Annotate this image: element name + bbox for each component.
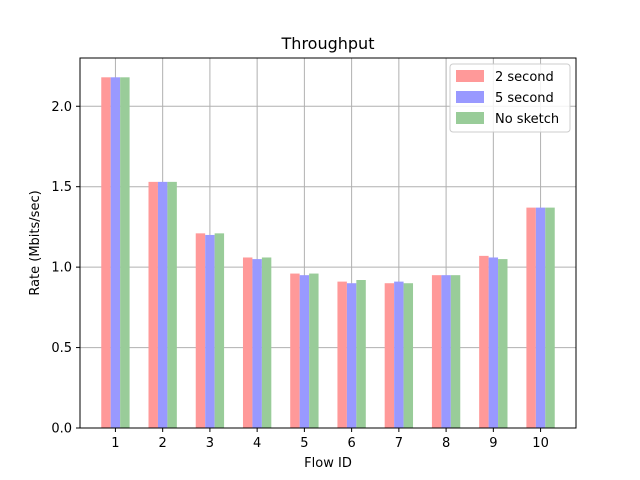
bar-5-second bbox=[110, 77, 121, 428]
bar-no-sketch bbox=[261, 257, 272, 428]
y-axis-label: Rate (Mbits/sec) bbox=[28, 190, 43, 295]
x-tick-label: 8 bbox=[442, 436, 450, 451]
bar-2-second bbox=[337, 281, 347, 428]
bar-5-second bbox=[394, 281, 404, 428]
bar-2-second bbox=[384, 283, 395, 428]
y-tick-label: 0.5 bbox=[51, 341, 72, 356]
x-tick-label: 10 bbox=[532, 436, 549, 451]
bar-2-second bbox=[479, 255, 489, 428]
bar-2-second bbox=[290, 273, 300, 428]
bar-5-second bbox=[157, 181, 168, 428]
bars bbox=[101, 77, 555, 428]
bar-2-second bbox=[242, 257, 253, 428]
y-tick-label: 1.0 bbox=[51, 261, 72, 276]
plot-frame bbox=[79, 57, 577, 429]
x-tick-label: 1 bbox=[111, 436, 119, 451]
bar-2-second bbox=[526, 207, 536, 428]
legend-swatch bbox=[456, 70, 484, 82]
x-tick-label: 5 bbox=[300, 436, 308, 451]
x-axis-label: Flow ID bbox=[304, 456, 352, 471]
legend-label: No sketch bbox=[495, 112, 559, 127]
x-tick-label: 2 bbox=[159, 436, 167, 451]
bar-no-sketch bbox=[356, 280, 366, 428]
bar-2-second bbox=[431, 275, 442, 428]
bar-no-sketch bbox=[545, 207, 555, 428]
bar-no-sketch bbox=[214, 233, 225, 428]
y-tick-label: 1.5 bbox=[51, 180, 72, 195]
bar-5-second bbox=[252, 259, 262, 428]
x-tick-label: 4 bbox=[253, 436, 261, 451]
bar-5-second bbox=[535, 207, 546, 428]
y-tick-label: 0.0 bbox=[51, 422, 72, 437]
y-tick-label: 2.0 bbox=[51, 100, 72, 115]
chart-title: Throughput bbox=[281, 34, 375, 53]
bar-2-second bbox=[195, 233, 206, 428]
x-tick-label: 6 bbox=[347, 436, 355, 451]
bar-no-sketch bbox=[403, 283, 414, 428]
bar-no-sketch bbox=[120, 77, 130, 428]
bar-no-sketch bbox=[450, 275, 461, 428]
x-tick-label: 3 bbox=[206, 436, 214, 451]
bar-5-second bbox=[441, 275, 451, 428]
bar-2-second bbox=[101, 77, 111, 428]
legend-swatch bbox=[456, 91, 484, 103]
x-tick-label: 7 bbox=[395, 436, 403, 451]
x-tick-label: 9 bbox=[489, 436, 497, 451]
bar-no-sketch bbox=[498, 259, 508, 428]
bar-5-second bbox=[205, 234, 215, 428]
bar-5-second bbox=[488, 257, 499, 428]
legend-label: 2 second bbox=[495, 70, 554, 85]
axis-ticks: 1 2 3 4 5 6 7 8 9 10 0.0 0.5 1.0 1.5 2.0 bbox=[51, 100, 549, 451]
bar-2-second bbox=[148, 181, 158, 428]
bar-5-second bbox=[346, 283, 357, 428]
bar-5-second bbox=[299, 275, 310, 428]
bar-no-sketch bbox=[167, 181, 177, 428]
bar-no-sketch bbox=[309, 273, 319, 428]
legend-label: 5 second bbox=[495, 91, 554, 106]
legend-swatch bbox=[456, 112, 484, 124]
legend: 2 second 5 second No sketch bbox=[449, 63, 571, 133]
